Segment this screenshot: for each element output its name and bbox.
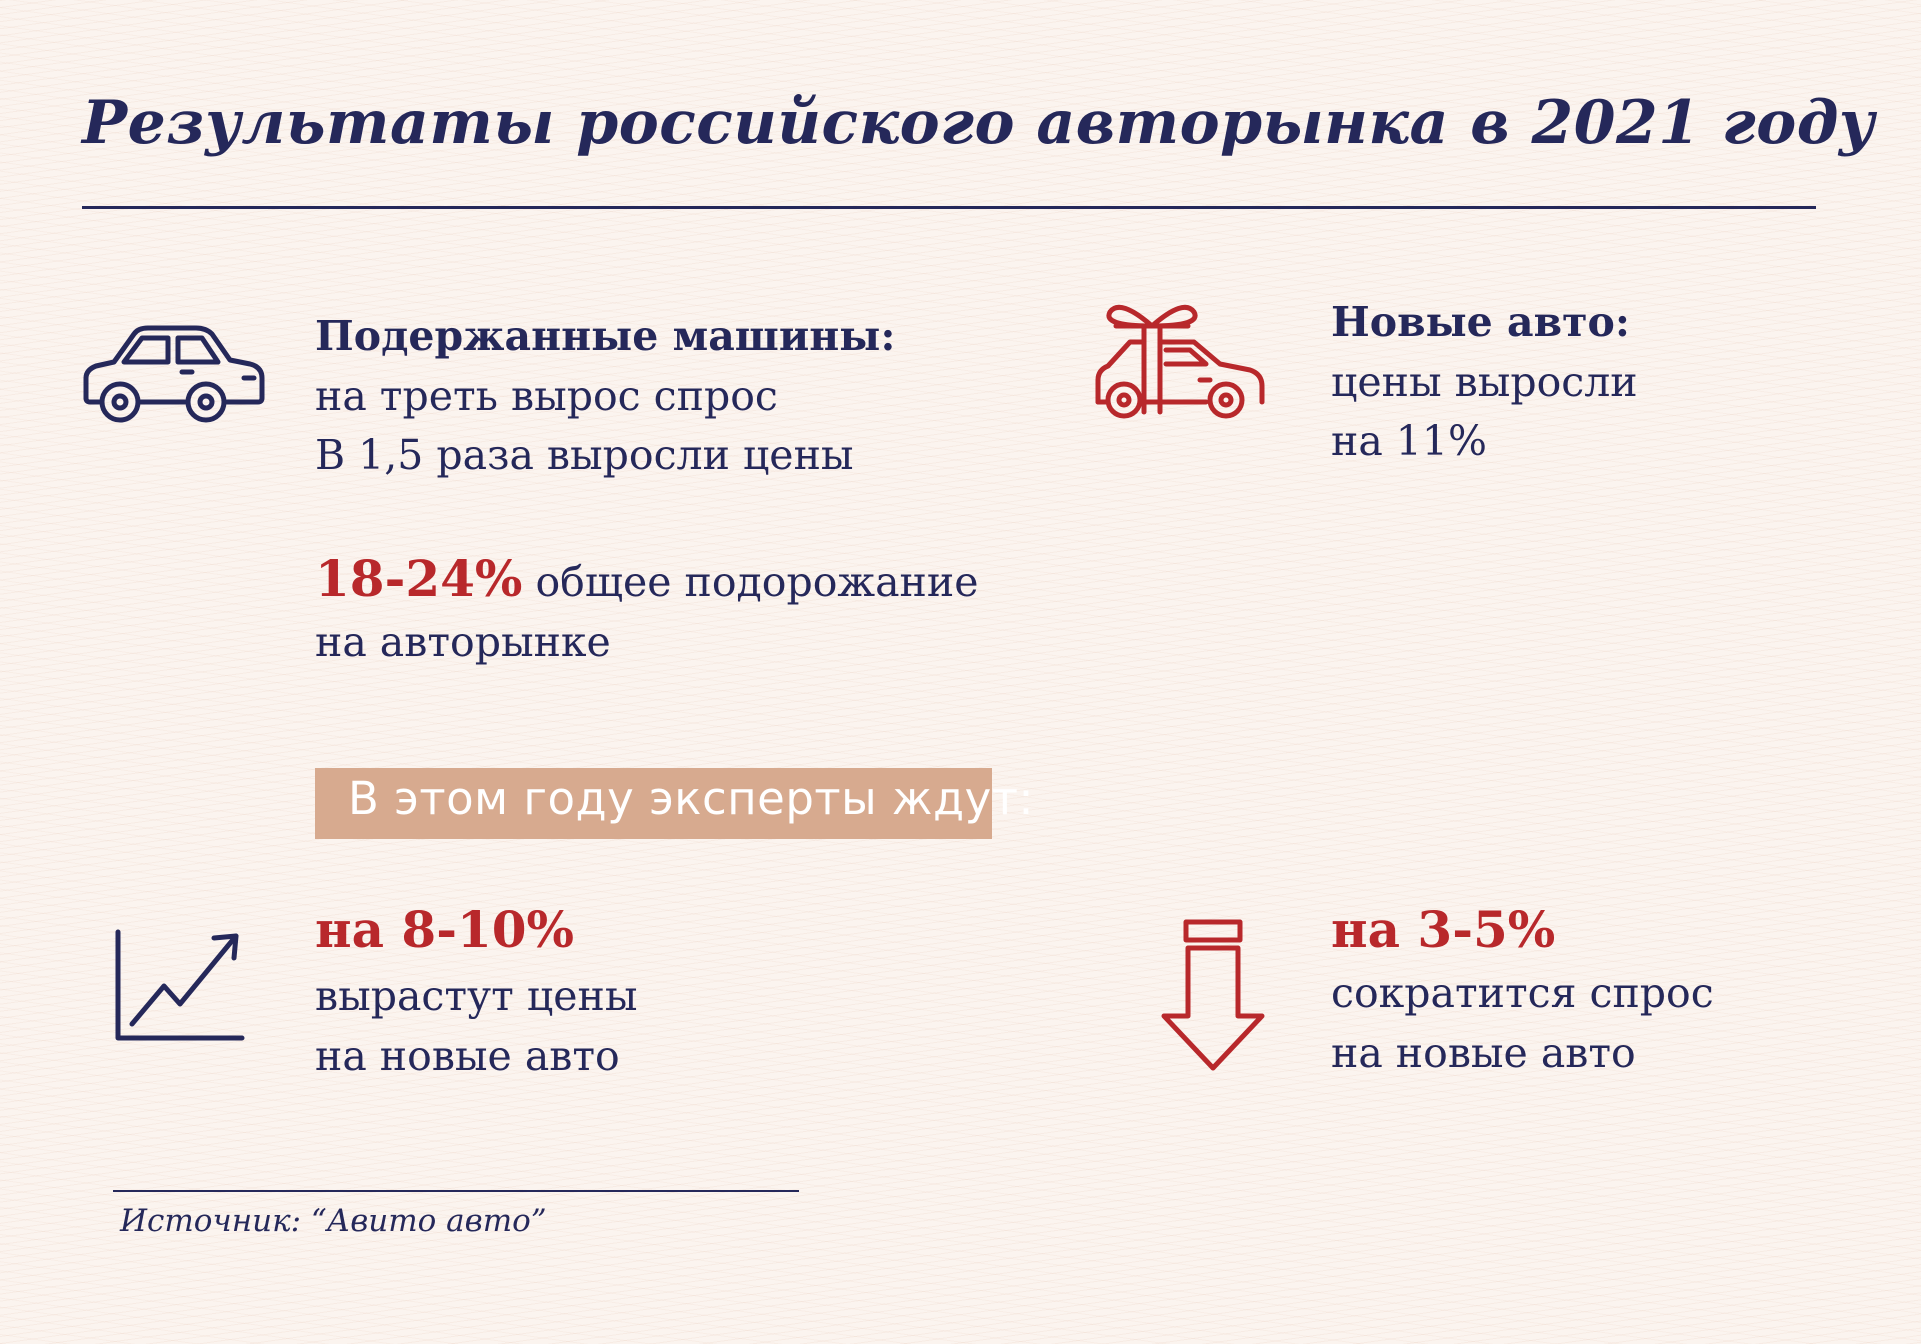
forecast-prices-line-1: вырастут цены — [315, 972, 638, 1020]
gift-car-icon — [1095, 304, 1265, 419]
new-cars-line-2: на 11% — [1331, 417, 1487, 465]
forecast-prices-line-2: на новые авто — [315, 1032, 620, 1080]
source-divider — [113, 1190, 799, 1192]
overall-text-1: общее подорожание — [535, 558, 979, 606]
experts-expect-banner: В этом году эксперты ждут: — [315, 768, 1034, 839]
new-cars-heading: Новые авто: — [1331, 298, 1630, 346]
forecast-demand-line-1: сократится спрос — [1331, 969, 1714, 1017]
growth-chart-icon — [115, 929, 245, 1041]
new-cars-line-1: цены выросли — [1331, 358, 1638, 406]
banner-label: В этом году эксперты ждут: — [348, 772, 1035, 825]
forecast-demand-line-2: на новые авто — [1331, 1029, 1636, 1077]
used-cars-line-1: на треть вырос спрос — [315, 372, 778, 420]
page-title: Результаты российского авторынка в 2021 … — [82, 88, 1876, 158]
forecast-demand-value: на 3-5% — [1331, 900, 1556, 959]
source-note: Источник: “Авито авто” — [120, 1203, 547, 1239]
used-cars-line-2: В 1,5 раза выросли цены — [315, 431, 854, 479]
title-divider — [82, 206, 1816, 209]
overall-value: 18-24% — [315, 549, 523, 608]
car-icon — [83, 325, 265, 423]
forecast-prices-value: на 8-10% — [315, 900, 575, 959]
overall-text-2: на авторынке — [315, 618, 611, 666]
down-arrow-icon — [1161, 919, 1265, 1071]
overall-price-rise: 18-24% общее подорожание — [315, 549, 978, 612]
used-cars-heading: Подержанные машины: — [315, 312, 896, 360]
